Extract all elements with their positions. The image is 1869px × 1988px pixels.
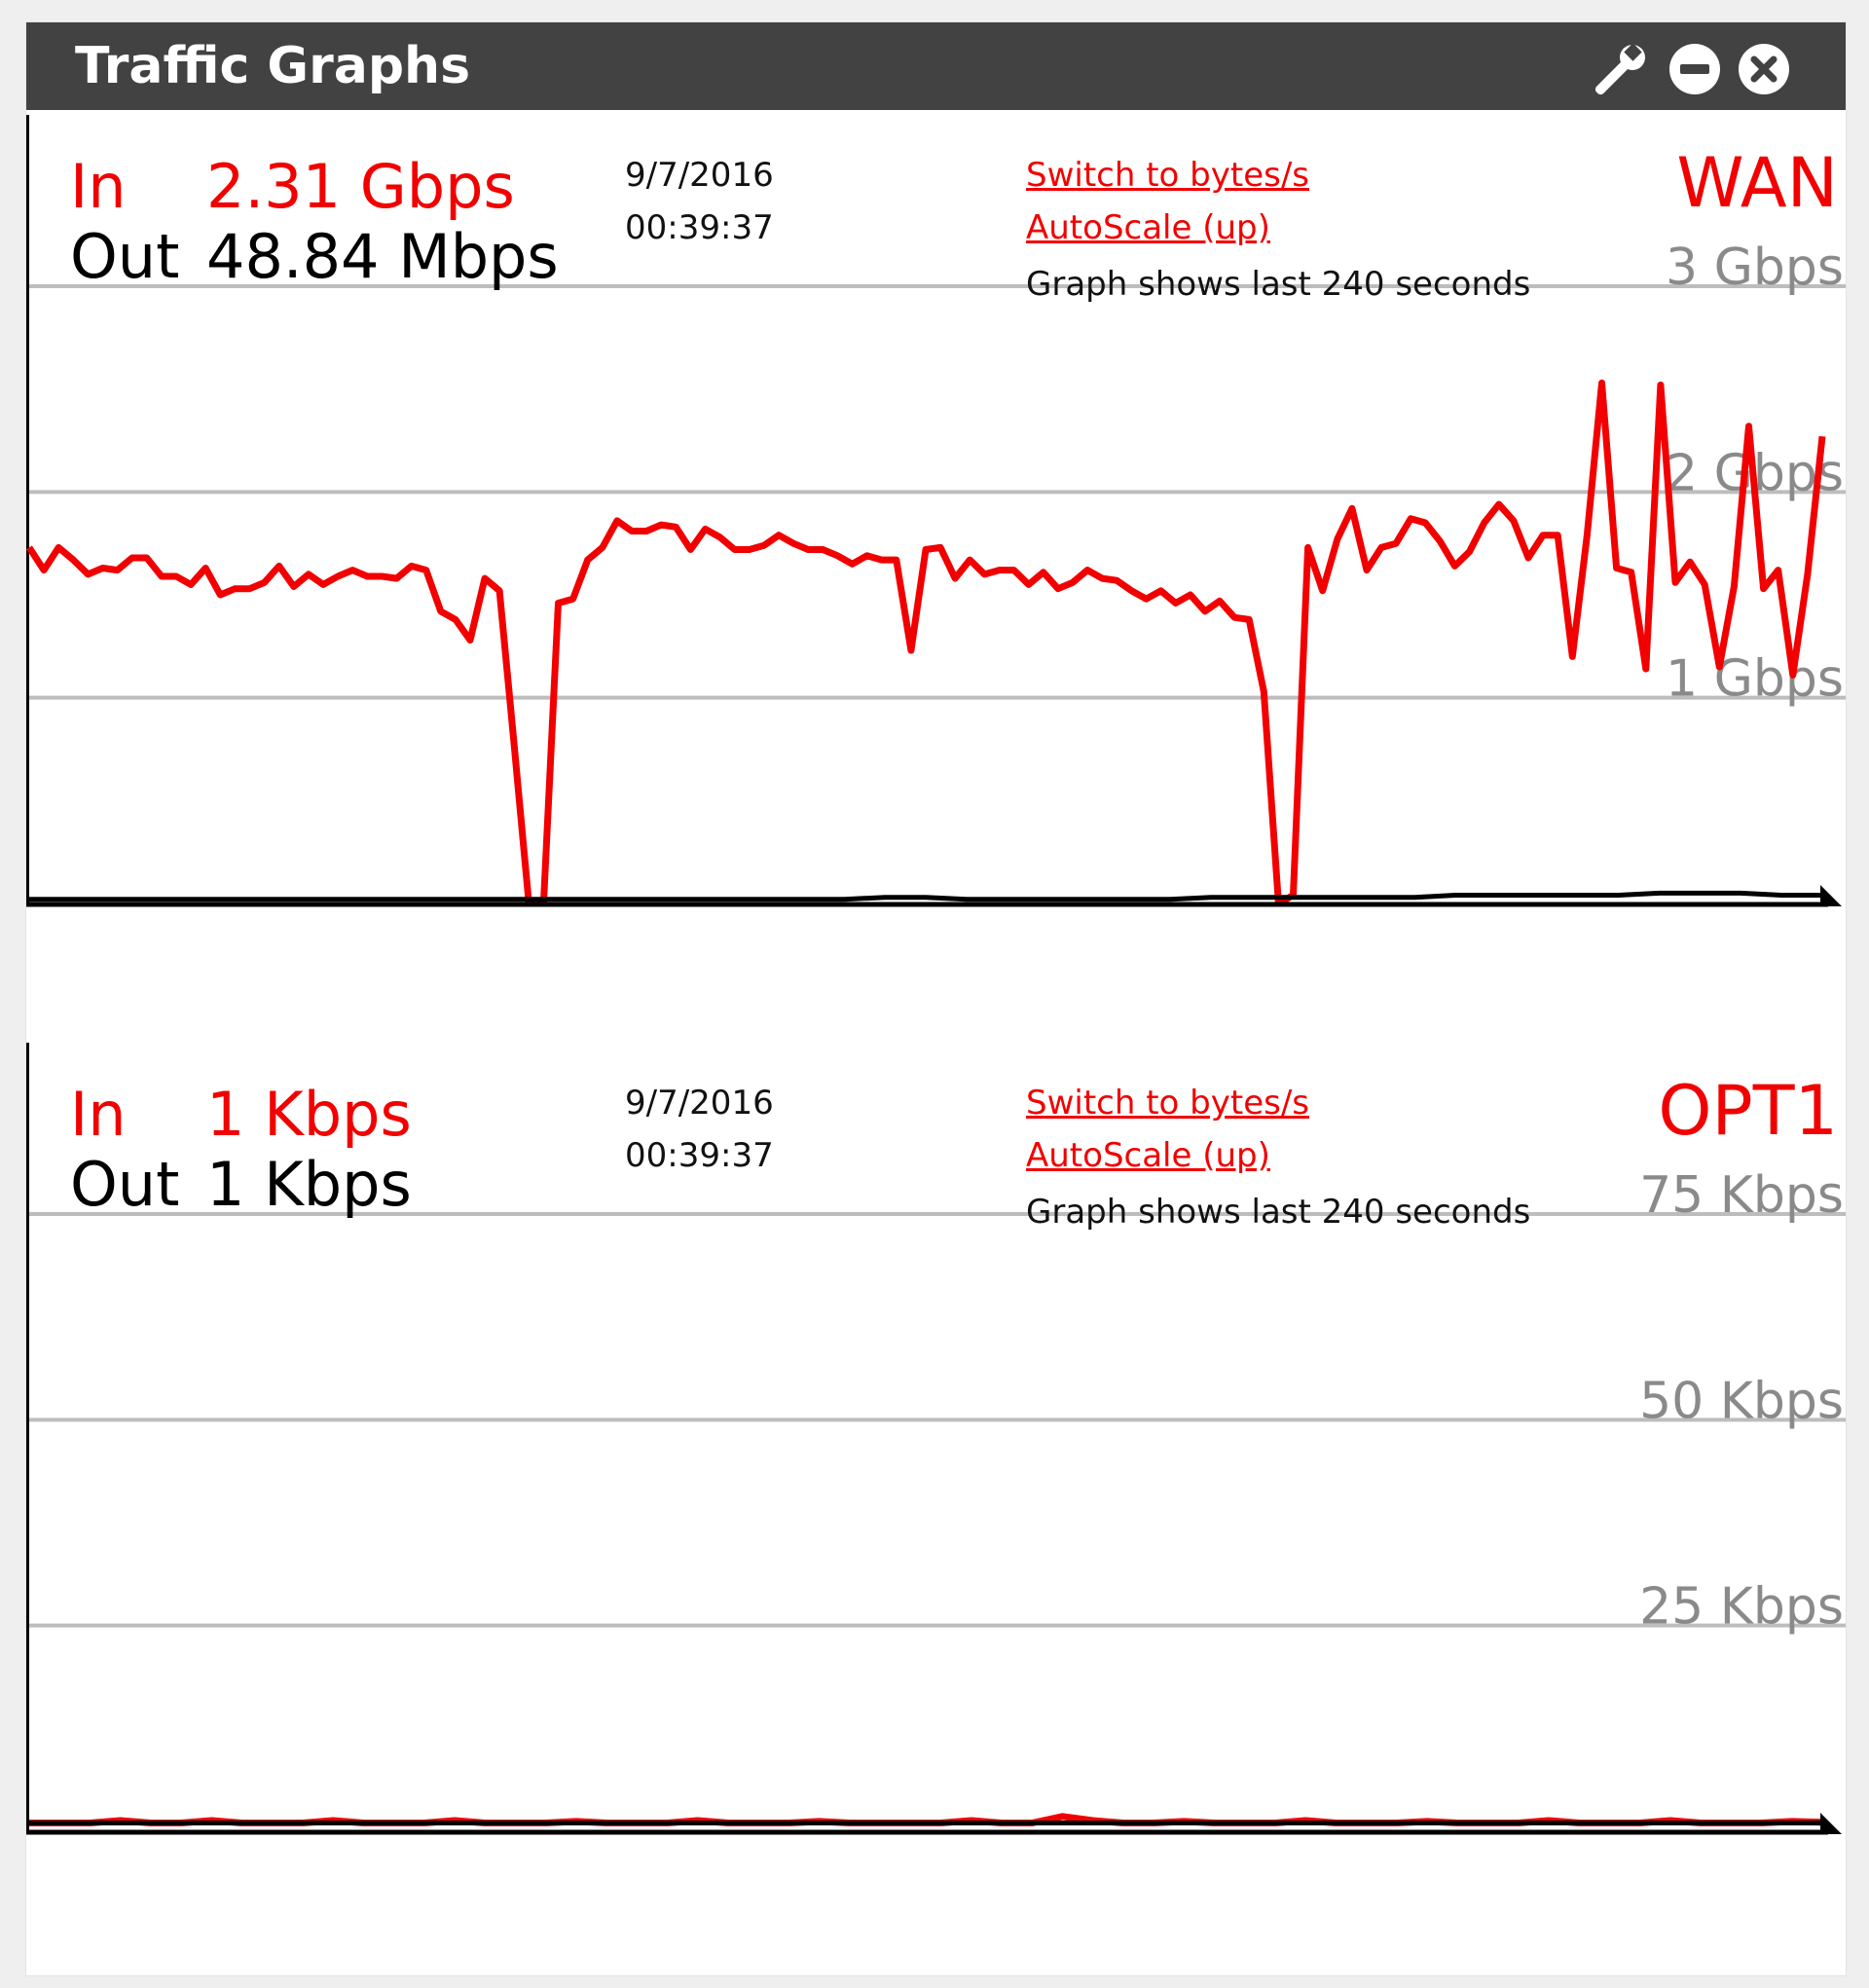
in-rate-value: 2.31 Gbps: [206, 151, 515, 222]
grid-label: 75 Kbps: [1639, 1166, 1844, 1225]
graph-window-info: Graph shows last 240 seconds: [1026, 265, 1531, 304]
autoscale-link[interactable]: AutoScale (up): [1026, 1136, 1270, 1175]
out-label: Out: [70, 221, 180, 292]
series-line-out: [29, 890, 1822, 902]
traffic-graphs-widget: Traffic Graphs 3 Gbps 2 Gbps 1 Gbps In 2.3…: [26, 22, 1846, 1975]
axis-arrow-icon: [1820, 885, 1842, 906]
in-rate-value: 1 Kbps: [206, 1079, 412, 1150]
graph-controls: Switch to bytes/s AutoScale (up) Graph s…: [1026, 149, 1530, 311]
interface-name: OPT1: [1658, 1071, 1838, 1151]
grid-label: 25 Kbps: [1639, 1578, 1844, 1637]
grid-label: 1 Gbps: [1666, 650, 1844, 709]
in-label: In: [70, 1079, 127, 1150]
widget-title: Traffic Graphs: [75, 37, 471, 95]
switch-to-bytes-link[interactable]: Switch to bytes/s: [1026, 1084, 1309, 1123]
out-rate-value: 48.84 Mbps: [206, 221, 559, 292]
minimize-icon[interactable]: [1667, 42, 1722, 96]
timestamp-time: 00:39:37: [625, 208, 774, 247]
grid-label: 50 Kbps: [1639, 1372, 1844, 1430]
grid-label: 3 Gbps: [1666, 239, 1844, 297]
grid-label: 2 Gbps: [1666, 444, 1844, 502]
wan-traffic-panel: 3 Gbps 2 Gbps 1 Gbps In 2.31 Gbps Out 48.8…: [26, 115, 1846, 1035]
out-label: Out: [70, 1149, 180, 1220]
wrench-icon[interactable]: [1594, 42, 1648, 96]
timestamp-date: 9/7/2016: [625, 1084, 774, 1123]
series-line-in: [29, 1813, 1823, 1826]
in-label: In: [70, 151, 127, 222]
axis-arrow-icon: [1820, 1813, 1842, 1834]
timestamp-date: 9/7/2016: [625, 156, 774, 195]
widget-titlebar: Traffic Graphs: [26, 22, 1846, 110]
switch-to-bytes-link[interactable]: Switch to bytes/s: [1026, 156, 1309, 195]
close-icon[interactable]: [1737, 42, 1791, 96]
timestamp-time: 00:39:37: [625, 1136, 774, 1175]
out-rate-value: 1 Kbps: [206, 1149, 412, 1220]
graph-controls: Switch to bytes/s AutoScale (up) Graph s…: [1026, 1077, 1530, 1238]
timestamp: 9/7/2016 00:39:37: [625, 1077, 774, 1182]
interface-name: WAN: [1676, 143, 1838, 223]
timestamp: 9/7/2016 00:39:37: [625, 149, 774, 254]
autoscale-link[interactable]: AutoScale (up): [1026, 208, 1270, 247]
opt1-traffic-panel: 75 Kbps 50 Kbps 25 Kbps In 1 Kbps Out 1 Kb…: [26, 1043, 1846, 1963]
graph-window-info: Graph shows last 240 seconds: [1026, 1193, 1531, 1232]
series-line-in: [26, 379, 1826, 907]
